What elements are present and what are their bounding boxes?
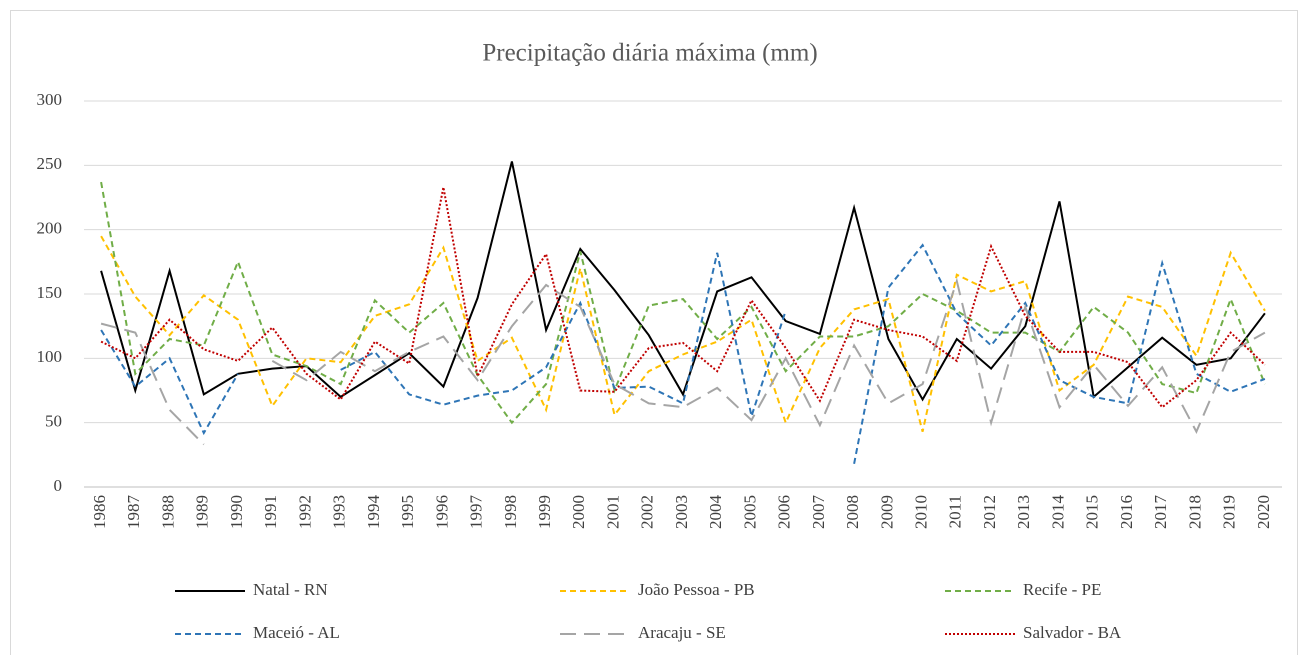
series-line	[100, 277, 1266, 446]
series-line	[100, 235, 1266, 432]
x-tick-label: 2003	[672, 495, 691, 529]
x-tick-label: 1995	[398, 495, 417, 529]
x-tick-label: 1991	[261, 495, 280, 529]
legend-label: Maceió - AL	[253, 623, 340, 642]
x-tick-label: 2002	[638, 495, 657, 529]
series-line	[100, 187, 1266, 409]
x-tick-label: 1988	[158, 495, 177, 529]
x-tick-label: 2020	[1254, 495, 1273, 529]
series-line	[100, 161, 1266, 402]
x-tick-label: 2019	[1220, 495, 1239, 529]
x-tick-label: 2000	[569, 495, 588, 529]
x-tick-label: 1989	[193, 495, 212, 529]
x-tick-label: 2004	[706, 495, 725, 530]
y-tick-label: 0	[54, 476, 63, 495]
y-tick-label: 50	[45, 412, 62, 431]
x-tick-label: 1994	[364, 495, 383, 530]
legend-label: Aracaju - SE	[638, 623, 726, 642]
x-tick-label: 2016	[1117, 495, 1136, 529]
x-tick-label: 2017	[1151, 495, 1170, 530]
x-tick-label: 1990	[227, 495, 246, 529]
series-line	[100, 243, 1266, 464]
legend-label: Natal - RN	[253, 580, 328, 599]
x-tick-label: 1999	[535, 495, 554, 529]
x-tick-label: 1987	[124, 495, 143, 530]
x-tick-label: 2015	[1083, 495, 1102, 529]
legend-label: João Pessoa - PB	[638, 580, 755, 599]
x-tick-label: 2012	[980, 495, 999, 529]
series-line	[100, 181, 1266, 425]
x-tick-label: 2014	[1048, 495, 1067, 530]
x-tick-label: 2008	[843, 495, 862, 529]
y-tick-label: 150	[37, 283, 63, 302]
x-tick-label: 2013	[1014, 495, 1033, 529]
x-tick-label: 2010	[912, 495, 931, 529]
x-tick-label: 2005	[740, 495, 759, 529]
legend-label: Salvador - BA	[1023, 623, 1122, 642]
x-tick-label: 2009	[877, 495, 896, 529]
y-tick-label: 100	[37, 347, 63, 366]
x-tick-label: 2011	[946, 495, 965, 528]
y-tick-label: 200	[37, 219, 63, 238]
y-tick-label: 250	[37, 154, 63, 173]
legend-label: Recife - PE	[1023, 580, 1101, 599]
x-tick-label: 2018	[1185, 495, 1204, 529]
chart-frame	[10, 10, 1298, 655]
x-tick-label: 2001	[603, 495, 622, 529]
y-tick-label: 300	[37, 90, 63, 109]
x-tick-label: 1997	[467, 495, 486, 530]
chart-title: Precipitação diária máxima (mm)	[482, 40, 817, 67]
x-tick-label: 1993	[330, 495, 349, 529]
x-tick-label: 1998	[501, 495, 520, 529]
x-tick-label: 1986	[90, 495, 109, 529]
x-tick-label: 2006	[775, 495, 794, 529]
x-tick-label: 1992	[295, 495, 314, 529]
x-tick-label: 2007	[809, 495, 828, 530]
x-tick-label: 1996	[432, 495, 451, 529]
